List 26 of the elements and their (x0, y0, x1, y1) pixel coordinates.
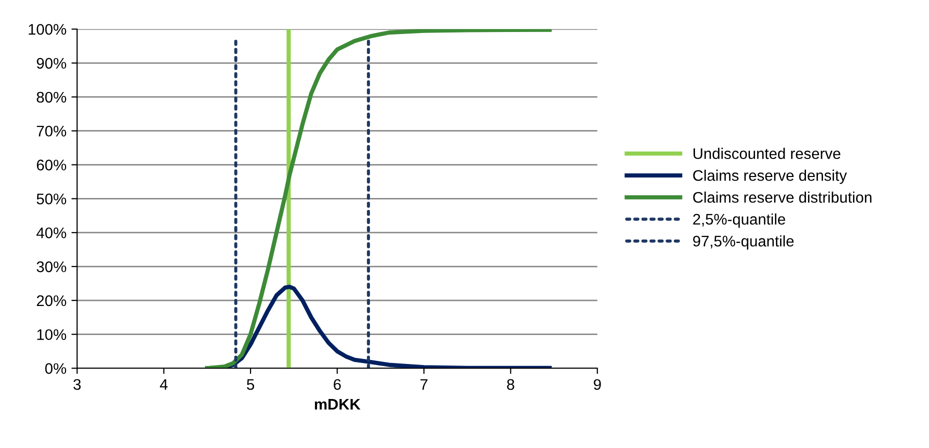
x-tick-label: 5 (246, 379, 254, 390)
line-series (205, 284, 552, 368)
legend-label: Claims reserve distribution (693, 192, 872, 203)
x-tick-label: 8 (507, 379, 514, 390)
legend-label: Claims reserve density (693, 170, 847, 184)
x-tick-label: 3 (73, 379, 81, 390)
y-tick-label: 40% (36, 227, 66, 238)
x-axis-title: mDKK (314, 399, 360, 410)
x-tick-label: 9 (594, 379, 601, 390)
x-tick-label: 7 (420, 379, 428, 390)
x-tick-label: 6 (334, 379, 341, 390)
legend-label: Undiscounted reserve (694, 148, 840, 160)
y-tick-label: 60% (36, 160, 66, 170)
y-tick-label: 90% (36, 58, 66, 69)
legend-label: 2,5%-quantile (693, 213, 786, 228)
line-series (205, 29, 552, 368)
y-tick-label: 70% (36, 126, 66, 137)
y-tick-label: 50% (36, 194, 66, 204)
y-tick-label: 0% (45, 363, 66, 374)
y-tick-label: 100% (28, 24, 66, 35)
y-tick-label: 10% (37, 329, 66, 340)
legend-label: 97,5%-quantile (693, 235, 794, 250)
y-tick-label: 20% (36, 295, 66, 306)
x-tick-label: 4 (160, 379, 168, 390)
y-tick-label: 80% (36, 92, 66, 103)
y-tick-label: 30% (36, 261, 66, 272)
